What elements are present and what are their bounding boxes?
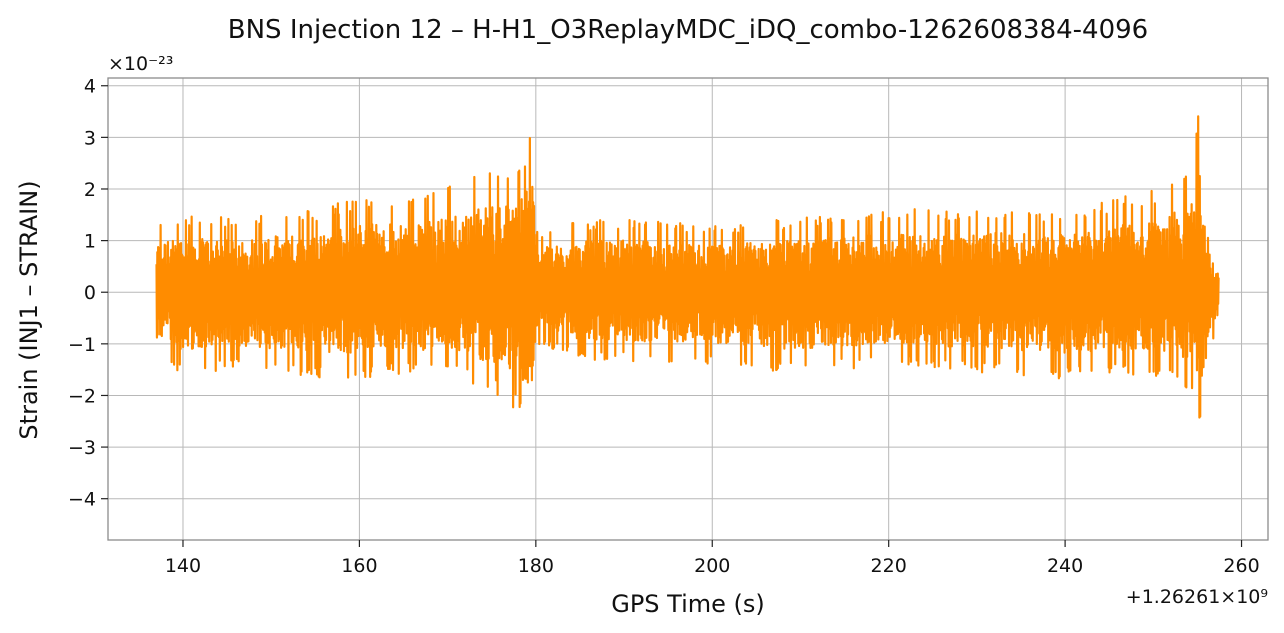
y-axis-ticks: −4 −3 −2 −1 0 1 2 3 4 bbox=[68, 76, 108, 511]
x-tick-label: 160 bbox=[341, 555, 377, 577]
x-tick-label: 140 bbox=[165, 555, 201, 577]
y-scale-multiplier: ×10⁻²³ bbox=[108, 53, 173, 75]
chart-title: BNS Injection 12 – H-H1_O3ReplayMDC_iDQ_… bbox=[228, 15, 1148, 45]
y-tick-label: −3 bbox=[68, 437, 96, 459]
y-tick-label: −1 bbox=[68, 334, 96, 356]
strain-series-line bbox=[155, 115, 1220, 419]
y-tick-label: −4 bbox=[68, 489, 96, 511]
y-axis-label: Strain (INJ1 – STRAIN) bbox=[15, 180, 43, 439]
y-tick-label: 3 bbox=[84, 127, 96, 149]
y-tick-label: 1 bbox=[84, 231, 96, 253]
x-axis-label: GPS Time (s) bbox=[611, 590, 765, 618]
x-offset-text: +1.26261×10⁹ bbox=[1126, 586, 1268, 608]
y-tick-label: 4 bbox=[84, 76, 96, 98]
series-layer bbox=[155, 115, 1220, 419]
y-tick-label: 0 bbox=[84, 282, 96, 304]
x-tick-label: 220 bbox=[871, 555, 907, 577]
y-tick-label: 2 bbox=[84, 179, 96, 201]
x-tick-label: 260 bbox=[1223, 555, 1259, 577]
x-axis-ticks: 140 160 180 200 220 240 260 bbox=[165, 540, 1260, 577]
x-tick-label: 240 bbox=[1047, 555, 1083, 577]
x-tick-label: 200 bbox=[694, 555, 730, 577]
plot-area-frame bbox=[107, 77, 1269, 541]
y-tick-label: −2 bbox=[68, 385, 96, 407]
x-tick-label: 180 bbox=[518, 555, 554, 577]
